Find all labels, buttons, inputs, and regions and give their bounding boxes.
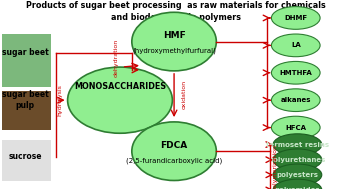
- Text: and biodegradable polymers: and biodegradable polymers: [111, 13, 241, 22]
- Text: sugar beet: sugar beet: [2, 48, 49, 57]
- Text: oxidation: oxidation: [182, 80, 187, 109]
- Text: (hydroxymethylfurfural): (hydroxymethylfurfural): [132, 48, 216, 54]
- Text: polyamides: polyamides: [275, 187, 320, 189]
- Text: LA: LA: [291, 42, 300, 48]
- Ellipse shape: [273, 134, 322, 155]
- Ellipse shape: [132, 12, 216, 71]
- Ellipse shape: [271, 89, 320, 112]
- Text: DHMF: DHMF: [284, 15, 307, 21]
- Ellipse shape: [271, 7, 320, 29]
- Text: HMTHFA: HMTHFA: [280, 70, 312, 76]
- Bar: [2, 140, 51, 181]
- Text: HFCA: HFCA: [285, 125, 306, 131]
- Ellipse shape: [132, 122, 216, 180]
- Text: HMF: HMF: [163, 31, 186, 40]
- Ellipse shape: [273, 149, 322, 170]
- Ellipse shape: [271, 61, 320, 84]
- Text: Products of sugar beet processing  as raw materials for chemicals: Products of sugar beet processing as raw…: [26, 1, 325, 10]
- Text: termoset resins: termoset resins: [266, 142, 329, 148]
- Text: sucrose: sucrose: [8, 152, 42, 161]
- Text: (2,5-furandicarboxylic acid): (2,5-furandicarboxylic acid): [126, 157, 222, 164]
- Text: polyurethanes: polyurethanes: [269, 157, 326, 163]
- Ellipse shape: [273, 179, 322, 189]
- Text: sugar beet
pulp: sugar beet pulp: [2, 91, 49, 110]
- Text: hydrolysis: hydrolysis: [58, 84, 63, 116]
- Text: dehydration: dehydration: [114, 39, 119, 77]
- Ellipse shape: [271, 34, 320, 57]
- Text: polymerization: polymerization: [272, 144, 277, 189]
- Ellipse shape: [273, 164, 322, 186]
- Text: FDCA: FDCA: [161, 141, 188, 150]
- Text: alkanes: alkanes: [281, 97, 311, 103]
- Ellipse shape: [68, 67, 172, 133]
- Bar: [2, 91, 51, 130]
- Text: MONOSACCHARIDES: MONOSACCHARIDES: [74, 82, 166, 91]
- Bar: [2, 34, 51, 87]
- Text: polyesters: polyesters: [276, 172, 318, 178]
- Ellipse shape: [271, 116, 320, 139]
